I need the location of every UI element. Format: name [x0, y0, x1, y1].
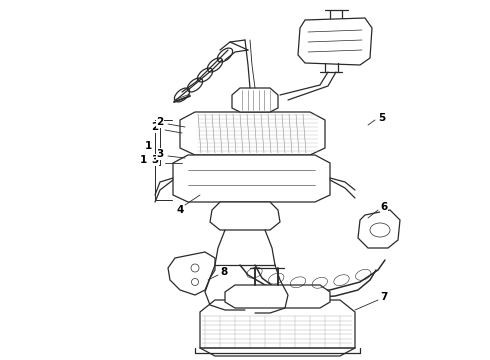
Polygon shape	[200, 300, 355, 356]
Text: 7: 7	[380, 292, 388, 302]
Polygon shape	[210, 202, 280, 230]
Polygon shape	[232, 88, 278, 112]
Polygon shape	[225, 285, 330, 308]
Polygon shape	[180, 112, 325, 155]
Text: 2: 2	[156, 117, 164, 127]
Text: 1: 1	[139, 155, 147, 165]
Text: 5: 5	[378, 113, 386, 123]
Polygon shape	[168, 252, 215, 295]
Polygon shape	[173, 155, 330, 202]
Text: 2: 2	[151, 122, 159, 132]
Polygon shape	[298, 18, 372, 65]
Text: 6: 6	[380, 202, 388, 212]
Polygon shape	[358, 210, 400, 248]
Text: 3: 3	[156, 149, 164, 159]
Text: 3: 3	[151, 155, 159, 165]
Text: 1: 1	[145, 141, 151, 151]
Text: 8: 8	[220, 267, 228, 277]
Text: 4: 4	[176, 205, 184, 215]
